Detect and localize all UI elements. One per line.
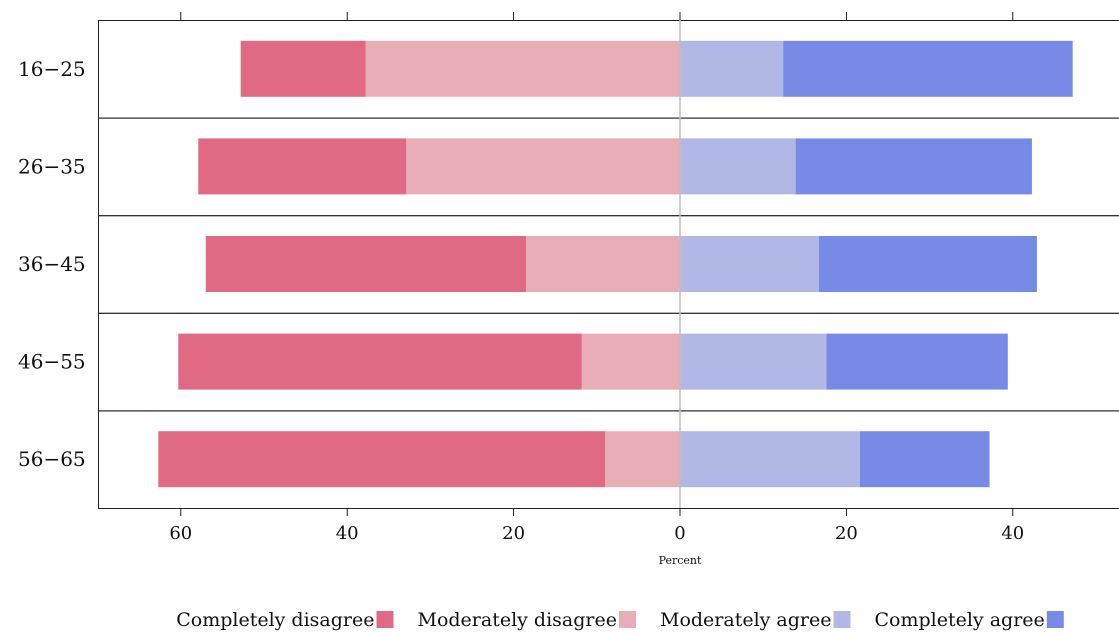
x-axis: 60 40 20 0 20 40 bbox=[169, 12, 1024, 544]
legend-swatch-moderately-disagree bbox=[618, 611, 636, 628]
row-panel bbox=[98, 410, 1119, 509]
bar-moderately-disagree bbox=[365, 40, 680, 97]
bar-completely-agree bbox=[795, 138, 1032, 195]
x-axis-title: Percent bbox=[659, 554, 702, 567]
bar-completely-agree bbox=[859, 431, 990, 488]
bar-completely-disagree bbox=[178, 333, 582, 390]
bar-completely-agree bbox=[826, 333, 1008, 390]
legend-label: Moderately disagree bbox=[417, 609, 617, 631]
x-tick-label: 60 bbox=[169, 523, 192, 544]
legend-swatch-completely-disagree bbox=[376, 611, 394, 628]
bar-moderately-agree bbox=[680, 138, 796, 195]
bar-completely-agree bbox=[818, 236, 1037, 292]
bar-moderately-disagree bbox=[581, 333, 680, 390]
x-tick-label: 40 bbox=[336, 523, 359, 544]
bar-moderately-agree bbox=[680, 333, 827, 390]
bar-completely-disagree bbox=[240, 40, 366, 97]
legend-label: Completely agree bbox=[875, 609, 1045, 631]
category-label: 16−25 bbox=[18, 57, 86, 81]
chart-bars bbox=[158, 40, 1073, 488]
category-label: 46−55 bbox=[18, 350, 86, 374]
bar-completely-disagree bbox=[198, 138, 407, 195]
bar-moderately-agree bbox=[680, 236, 819, 292]
legend-swatch-moderately-agree bbox=[833, 611, 851, 628]
legend-label: Completely disagree bbox=[176, 609, 374, 631]
legend: Completely disagree Moderately disagree Mo… bbox=[176, 609, 1064, 631]
chart-panels bbox=[98, 20, 1119, 509]
bar-moderately-disagree bbox=[406, 138, 680, 195]
bar-completely-disagree bbox=[158, 431, 606, 488]
x-tick-label: 0 bbox=[674, 523, 685, 544]
bar-completely-agree bbox=[783, 40, 1073, 97]
x-tick-label: 20 bbox=[835, 523, 858, 544]
x-tick-label: 40 bbox=[1001, 523, 1024, 544]
bar-moderately-agree bbox=[680, 40, 784, 97]
category-label: 36−45 bbox=[18, 252, 86, 276]
bar-completely-disagree bbox=[205, 236, 527, 292]
bar-moderately-disagree bbox=[526, 236, 680, 292]
category-labels: 16−25 26−35 36−45 46−55 56−65 bbox=[18, 57, 86, 471]
legend-label: Moderately agree bbox=[660, 609, 832, 631]
legend-swatch-completely-agree bbox=[1046, 611, 1064, 628]
category-label: 56−65 bbox=[18, 447, 86, 471]
x-tick-label: 20 bbox=[502, 523, 525, 544]
category-label: 26−35 bbox=[18, 154, 86, 178]
bar-moderately-agree bbox=[680, 431, 860, 488]
bar-moderately-disagree bbox=[605, 431, 680, 488]
